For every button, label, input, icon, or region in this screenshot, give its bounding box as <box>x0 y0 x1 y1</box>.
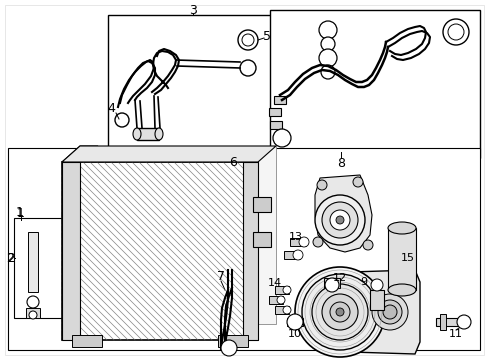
Text: 5: 5 <box>263 30 270 42</box>
Bar <box>28 232 38 292</box>
Circle shape <box>371 294 407 330</box>
Bar <box>268 108 281 116</box>
Bar <box>152 150 158 160</box>
Circle shape <box>447 24 463 40</box>
Circle shape <box>115 113 129 127</box>
Bar <box>72 335 102 347</box>
Text: 2: 2 <box>7 252 15 265</box>
Bar <box>8 148 479 350</box>
Ellipse shape <box>387 222 415 234</box>
Circle shape <box>283 306 290 314</box>
Bar <box>62 162 80 340</box>
Circle shape <box>442 19 468 45</box>
Bar <box>273 96 285 104</box>
Bar <box>26 308 40 318</box>
Text: 10: 10 <box>287 329 302 339</box>
Circle shape <box>149 147 161 159</box>
Circle shape <box>316 180 326 190</box>
Text: 14: 14 <box>267 278 282 288</box>
Text: 11: 11 <box>448 329 462 339</box>
Circle shape <box>318 21 336 39</box>
Circle shape <box>318 49 336 67</box>
Bar <box>274 306 288 314</box>
Text: 1: 1 <box>16 206 24 219</box>
Circle shape <box>335 216 343 224</box>
Bar <box>387 228 415 290</box>
Ellipse shape <box>155 128 163 140</box>
Circle shape <box>370 279 382 291</box>
Bar <box>286 318 303 326</box>
Ellipse shape <box>387 284 415 296</box>
Circle shape <box>352 177 362 187</box>
Circle shape <box>362 240 372 250</box>
Circle shape <box>298 237 308 247</box>
Circle shape <box>377 300 401 324</box>
Circle shape <box>221 340 237 356</box>
Circle shape <box>283 286 290 294</box>
Bar <box>439 314 445 330</box>
Text: 3: 3 <box>189 4 197 17</box>
Text: 15: 15 <box>400 253 414 263</box>
Circle shape <box>292 250 303 260</box>
Circle shape <box>320 37 334 51</box>
Text: 7: 7 <box>217 270 224 284</box>
Polygon shape <box>62 146 275 162</box>
Circle shape <box>294 267 384 357</box>
Circle shape <box>325 278 338 292</box>
Polygon shape <box>62 162 258 340</box>
Circle shape <box>302 274 377 350</box>
Circle shape <box>329 302 349 322</box>
Text: 6: 6 <box>228 156 237 168</box>
Circle shape <box>314 195 364 245</box>
Circle shape <box>329 210 349 230</box>
Bar <box>369 290 383 310</box>
Circle shape <box>382 305 396 319</box>
Polygon shape <box>349 270 419 354</box>
Bar <box>108 15 270 158</box>
Text: 1: 1 <box>17 207 25 220</box>
Text: 8: 8 <box>336 157 345 170</box>
Circle shape <box>456 315 470 329</box>
Bar <box>435 318 467 326</box>
Circle shape <box>286 314 303 330</box>
Bar <box>218 335 247 347</box>
Bar <box>324 278 339 288</box>
Circle shape <box>272 129 290 147</box>
Bar <box>274 286 288 294</box>
Circle shape <box>320 65 334 79</box>
Circle shape <box>321 202 357 238</box>
Bar <box>252 232 270 247</box>
Circle shape <box>238 30 258 50</box>
Polygon shape <box>314 175 371 252</box>
Bar <box>269 121 282 129</box>
Text: 9: 9 <box>360 277 367 287</box>
Circle shape <box>321 294 357 330</box>
Circle shape <box>335 308 343 316</box>
Bar <box>289 238 305 246</box>
Circle shape <box>29 311 37 319</box>
Text: 2: 2 <box>6 252 14 265</box>
Circle shape <box>27 296 39 308</box>
Ellipse shape <box>133 128 141 140</box>
Text: 4: 4 <box>107 102 115 114</box>
Bar <box>137 128 159 140</box>
Circle shape <box>276 296 285 304</box>
Polygon shape <box>62 146 98 162</box>
Text: 12: 12 <box>332 273 346 283</box>
Bar <box>268 296 283 304</box>
Bar <box>252 197 270 212</box>
Circle shape <box>240 60 256 76</box>
Circle shape <box>311 284 367 340</box>
Text: 13: 13 <box>288 232 303 242</box>
Circle shape <box>242 34 253 46</box>
Polygon shape <box>80 146 275 324</box>
Bar <box>284 251 299 259</box>
Bar <box>269 10 479 158</box>
Bar <box>14 218 66 318</box>
Bar <box>243 162 258 340</box>
Circle shape <box>312 237 323 247</box>
